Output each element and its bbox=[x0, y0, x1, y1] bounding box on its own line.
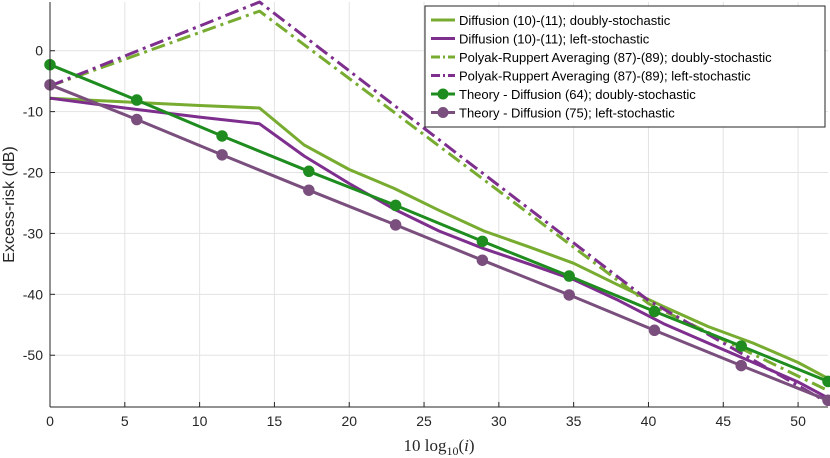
x-tick-label: 5 bbox=[121, 413, 129, 429]
axes: 0 5 10 15 20 25 30 35 40 45 50 0 -10 -20 -30 -40 -50 bbox=[23, 2, 828, 429]
data-point bbox=[822, 375, 830, 388]
x-tick-label: 50 bbox=[790, 413, 806, 429]
y-tick-label: -20 bbox=[23, 165, 43, 181]
x-tick-label: 0 bbox=[46, 413, 54, 429]
legend-item: Polyak-Ruppert Averaging (87)-(89); left… bbox=[431, 69, 751, 84]
y-axis-label: Excess-risk (dB) bbox=[1, 146, 18, 262]
y-tick-label: -10 bbox=[23, 104, 43, 120]
legend-item: Diffusion (10)-(11); doubly-stochastic bbox=[431, 13, 671, 28]
legend-marker bbox=[437, 88, 449, 100]
data-point bbox=[303, 184, 315, 196]
data-point bbox=[131, 94, 143, 106]
data-point bbox=[389, 199, 402, 212]
x-tick-label: 35 bbox=[566, 413, 582, 429]
legend-marker bbox=[437, 107, 449, 118]
series-6 bbox=[44, 79, 830, 407]
series-line bbox=[49, 96, 829, 400]
series-3 bbox=[49, 9, 829, 392]
legend-label: Diffusion (10)-(11); left-stochastic bbox=[459, 32, 650, 47]
x-tick-label: 25 bbox=[416, 413, 432, 429]
series-line bbox=[49, 83, 829, 402]
data-point bbox=[216, 130, 228, 142]
data-point bbox=[563, 270, 575, 282]
series-line bbox=[49, 0, 829, 405]
series-line bbox=[49, 96, 829, 380]
data-point bbox=[476, 235, 489, 248]
data-point bbox=[389, 219, 402, 231]
x-axis-label: 10 log10(i) bbox=[403, 436, 474, 458]
x-tick-label: 30 bbox=[491, 413, 507, 429]
y-tick-label: -50 bbox=[23, 347, 43, 363]
data-point bbox=[303, 165, 315, 178]
x-tick-label: 15 bbox=[267, 413, 283, 429]
legend-label: Diffusion (10)-(11); doubly-stochastic bbox=[459, 13, 671, 28]
x-tick-label: 10 bbox=[192, 413, 208, 429]
y-tick-label: -40 bbox=[23, 286, 43, 302]
series-1 bbox=[49, 96, 829, 380]
legend-item: Diffusion (10)-(11); left-stochastic bbox=[431, 32, 650, 47]
data-point bbox=[735, 359, 747, 372]
legend-label: Polyak-Ruppert Averaging (87)-(89); left… bbox=[459, 69, 751, 84]
data-point bbox=[563, 289, 575, 301]
legend: Diffusion (10)-(11); doubly-stochastic Di… bbox=[424, 5, 826, 128]
data-point bbox=[648, 305, 661, 318]
series-line bbox=[49, 63, 829, 383]
legend-label: Theory - Diffusion (75); left-stochastic bbox=[459, 106, 675, 121]
legend-label: Polyak-Ruppert Averaging (87)-(89); doub… bbox=[459, 50, 772, 65]
series-layer bbox=[44, 0, 830, 407]
legend-label: Theory - Diffusion (64); doubly-stochast… bbox=[459, 87, 696, 102]
x-tick-label: 40 bbox=[641, 413, 657, 429]
y-tick-label: 0 bbox=[35, 43, 43, 59]
series-5 bbox=[44, 58, 830, 388]
legend-item: Theory - Diffusion (75); left-stochastic bbox=[431, 106, 675, 121]
data-point bbox=[216, 149, 228, 161]
data-point bbox=[735, 340, 747, 352]
legend-item: Theory - Diffusion (64); doubly-stochast… bbox=[431, 87, 696, 102]
series-2 bbox=[49, 96, 829, 400]
data-point bbox=[648, 324, 661, 337]
x-tick-label: 45 bbox=[715, 413, 731, 429]
x-tick-label: 20 bbox=[341, 413, 357, 429]
series-4 bbox=[49, 0, 829, 405]
y-tick-label: -30 bbox=[23, 225, 43, 241]
legend-box bbox=[424, 5, 826, 128]
series-line bbox=[49, 9, 829, 392]
data-point bbox=[131, 113, 143, 126]
data-point bbox=[822, 394, 830, 407]
legend-item: Polyak-Ruppert Averaging (87)-(89); doub… bbox=[431, 50, 772, 65]
data-point bbox=[476, 254, 489, 266]
